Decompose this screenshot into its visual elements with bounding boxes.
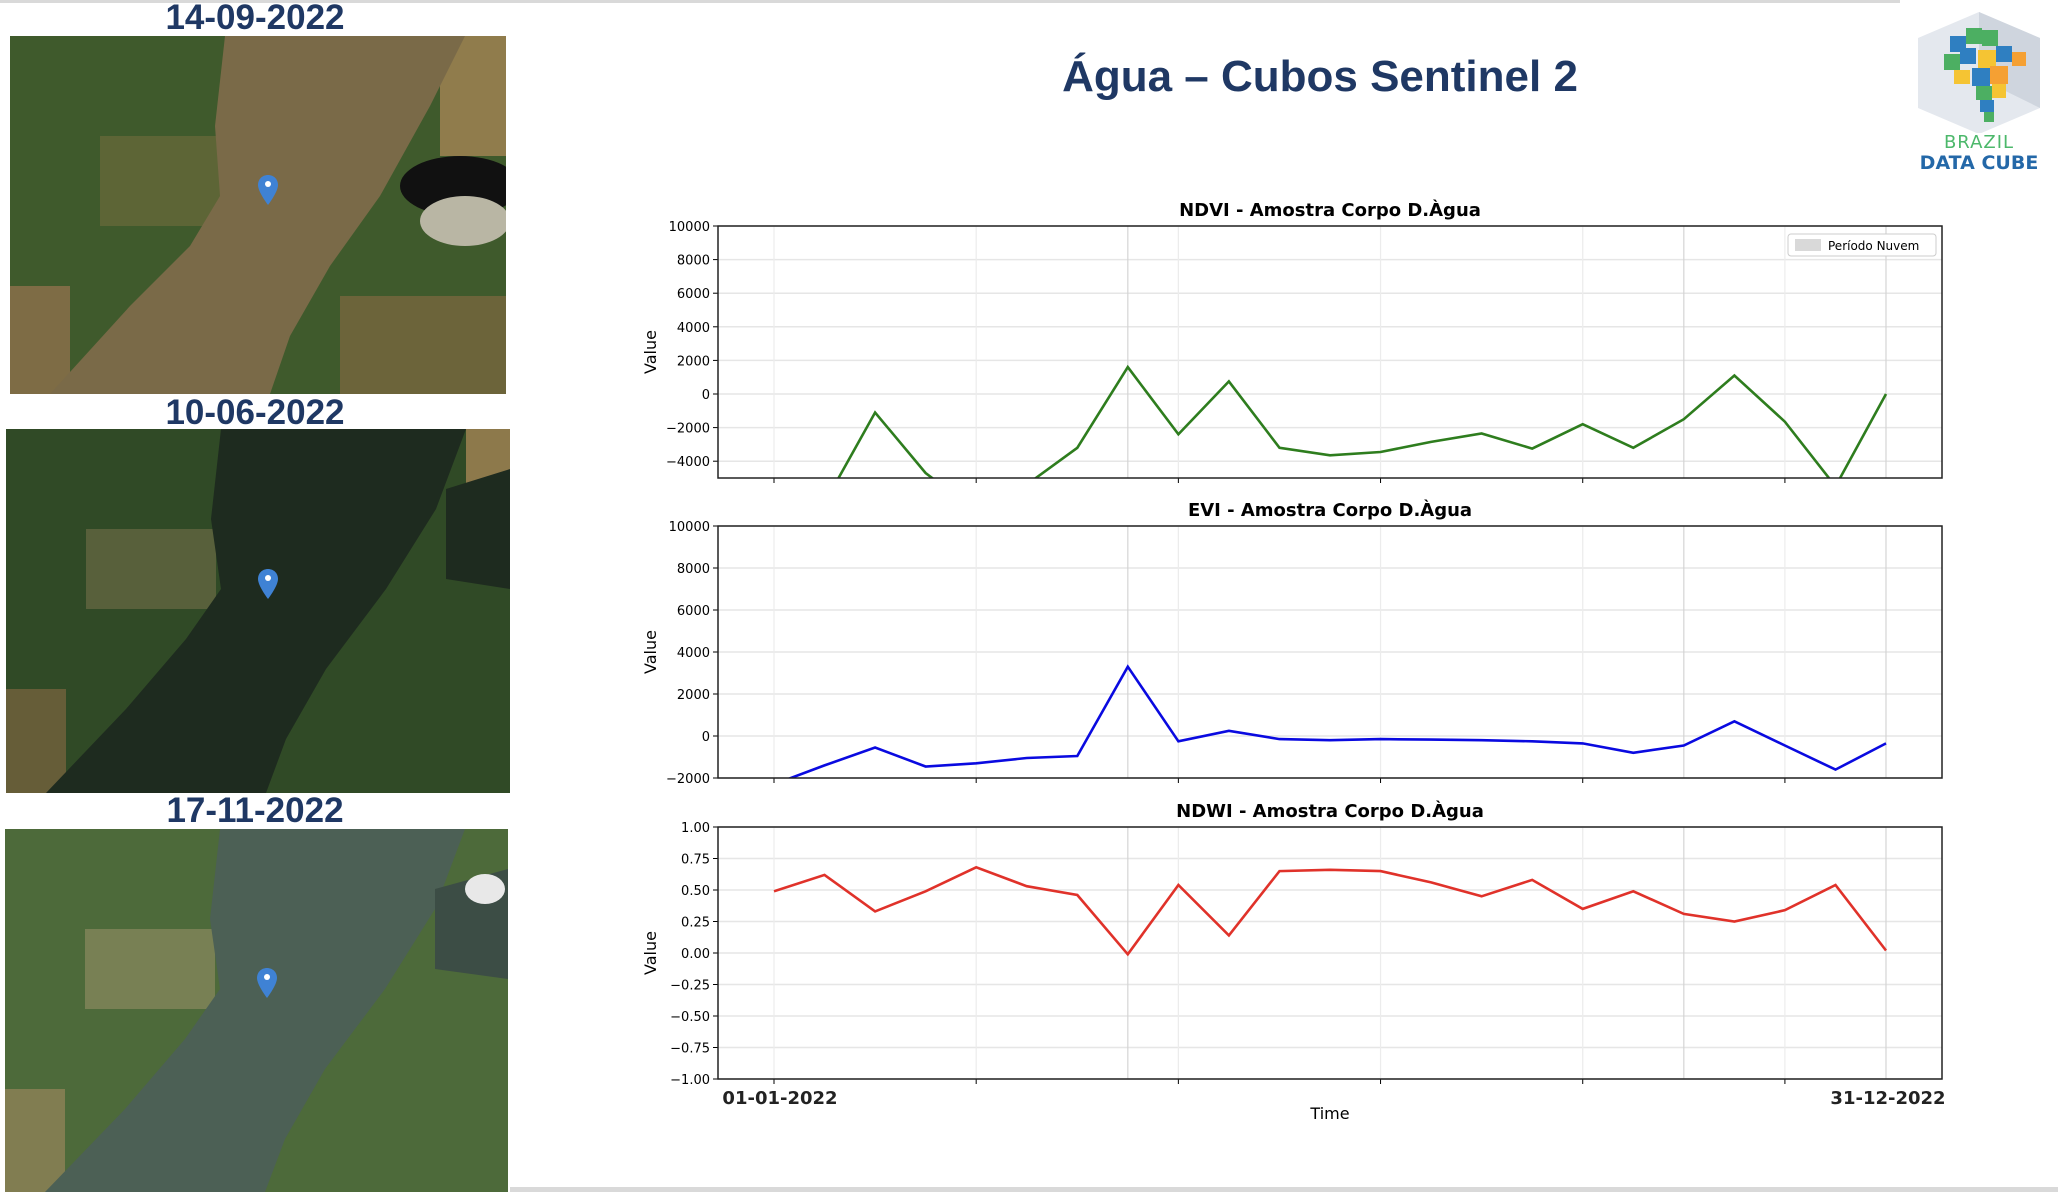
- y-tick-label: 2000: [677, 688, 710, 703]
- y-tick-label: −2000: [666, 422, 710, 437]
- series-line: [773, 865, 1888, 957]
- y-tick-label: 0.00: [681, 947, 710, 962]
- chart-evi: EVI - Amostra Corpo D.Àgua 10000 8000 6000 4…: [641, 499, 1943, 787]
- chart-title: NDVI - Amostra Corpo D.Àgua: [1179, 199, 1481, 221]
- x-axis-label: Time: [1309, 1104, 1349, 1123]
- chart-title: NDWI - Amostra Corpo D.Àgua: [1176, 800, 1484, 822]
- legend-label: Período Nuvem: [1828, 239, 1919, 253]
- plot-frame: [717, 826, 1943, 1080]
- y-tick-label: 4000: [677, 321, 710, 336]
- chart-title: EVI - Amostra Corpo D.Àgua: [1188, 499, 1472, 521]
- y-tick-label: 6000: [677, 287, 710, 302]
- y-tick-label: 8000: [677, 254, 710, 269]
- y-tick-label: −0.50: [670, 1010, 710, 1025]
- y-axis-label: Value: [641, 630, 660, 674]
- y-tick-label: −2000: [666, 772, 710, 787]
- x-end-label: 31-12-2022: [1830, 1088, 1945, 1109]
- plot-frame: [717, 225, 1943, 479]
- satellite-image-2: [6, 429, 510, 793]
- cube-logo-icon: [1918, 12, 2040, 134]
- y-tick-label: −0.25: [670, 979, 710, 994]
- satellite-image-3: [5, 829, 508, 1192]
- y-tick-label: 0.75: [681, 853, 710, 868]
- page-title: Água – Cubos Sentinel 2: [1062, 52, 1578, 101]
- y-tick-label: 0: [702, 388, 710, 403]
- image-date-label-2: 10-06-2022: [165, 393, 345, 432]
- chart-ndvi: NDVI - Amostra Corpo D.Àgua 10000 8000 6000…: [641, 199, 1943, 483]
- y-tick-label: 0.25: [681, 916, 710, 931]
- brazil-data-cube-logo: BRAZIL DATA CUBE: [1900, 8, 2058, 178]
- y-tick-label: 10000: [669, 220, 710, 235]
- location-pin-icon: [258, 175, 278, 205]
- y-tick-label: 0.50: [681, 884, 710, 899]
- y-tick-label: 4000: [677, 646, 710, 661]
- chart-ndwi: NDWI - Amostra Corpo D.Àgua 1.00 0.75 0.50 0…: [641, 800, 1946, 1123]
- y-tick-label: −4000: [666, 455, 710, 470]
- y-tick-label: 6000: [677, 604, 710, 619]
- legend-swatch-cloud-period: [1795, 239, 1821, 251]
- y-tick-label: −0.75: [670, 1042, 710, 1057]
- y-tick-label: 8000: [677, 562, 710, 577]
- y-tick-label: 1.00: [681, 821, 710, 836]
- series-line: [787, 664, 1887, 778]
- logo-text-brazil: BRAZIL: [1943, 132, 2015, 153]
- y-tick-label: 0: [702, 730, 710, 745]
- satellite-image-1: [10, 36, 506, 394]
- plot-frame: [717, 525, 1943, 779]
- y-tick-label: 10000: [669, 520, 710, 535]
- x-start-label: 01-01-2022: [722, 1088, 837, 1109]
- y-axis-label: Value: [641, 330, 660, 374]
- y-tick-label: 2000: [677, 354, 710, 369]
- bottom-divider: [510, 1187, 2058, 1192]
- top-divider: [0, 0, 1900, 3]
- series-line: [837, 364, 1888, 478]
- y-axis-label: Value: [641, 931, 660, 975]
- image-date-label-3: 17-11-2022: [166, 791, 344, 830]
- image-date-label-1: 14-09-2022: [165, 0, 345, 37]
- legend-box: [1787, 233, 1937, 257]
- location-pin-icon: [258, 569, 278, 599]
- location-pin-icon: [257, 968, 277, 998]
- y-tick-label: −1.00: [670, 1073, 710, 1088]
- logo-text-data-cube: DATA CUBE: [1919, 152, 2039, 174]
